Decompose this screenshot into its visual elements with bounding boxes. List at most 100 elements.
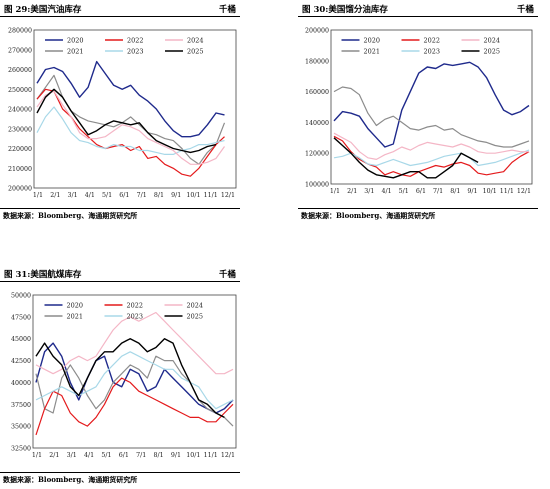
x-tick-label: 5/1: [101, 452, 111, 459]
y-tick-label: 35000: [11, 424, 31, 431]
x-tick-label: 2/1: [49, 452, 59, 459]
legend-label-2025: 2025: [484, 48, 501, 56]
series-line-2023: [333, 149, 530, 167]
series-line-2022: [35, 377, 234, 436]
plot-frame: [32, 294, 237, 449]
plot-frame: [330, 29, 533, 185]
chart-panel-gasoline: 图 29:美国汽油库存 千桶 200000 210000 220000 230000 2…: [0, 0, 240, 228]
y-tick-label: 240000: [8, 107, 32, 114]
chart-header: 图 29:美国汽油库存 千桶: [0, 0, 240, 17]
chart-panel-distillate: 图 30:美国馏分油库存 千桶 100000 120000 140000 160000…: [298, 0, 538, 228]
chart-jetfuel: 32500 35000 37500 40000 42500 45000 47500 50000…: [11, 293, 237, 459]
y-tick-label: 32500: [11, 446, 31, 453]
series-line-2024: [36, 90, 225, 165]
x-tick-label: 6/1: [416, 188, 426, 195]
x-tick-label: 5/1: [102, 192, 112, 199]
series-line-2023: [36, 106, 225, 155]
x-tick-label: 3/1: [364, 188, 374, 195]
legend-label-2020: 2020: [67, 302, 84, 310]
legend-label-2020: 2020: [67, 37, 84, 45]
y-tick-label: 200000: [305, 28, 329, 35]
x-tick-label: 12/1: [221, 452, 235, 459]
series-line-2025: [36, 88, 217, 154]
series-line-2024: [333, 132, 529, 160]
y-tick-label: 120000: [305, 151, 329, 158]
chart-panel-jetfuel: 图 31:美国航煤库存 千桶 32500 35000 37500 40000 42500…: [0, 265, 240, 489]
chart-unit: 千桶: [218, 5, 236, 15]
chart-unit: 千桶: [218, 270, 236, 280]
y-tick-label: 210000: [8, 166, 32, 173]
x-tick-label: 10/1: [186, 452, 200, 459]
x-tick-label: 9/1: [467, 188, 477, 195]
x-tick-label: 2/1: [50, 192, 60, 199]
x-tick-label: 12/1: [517, 188, 531, 195]
legend-label-2023: 2023: [127, 313, 144, 321]
y-tick-label: 140000: [305, 120, 329, 127]
x-tick-label: 1/1: [32, 452, 42, 459]
chart-source: 数据来源：Bloomberg、海通期货研究所: [0, 208, 240, 221]
x-tick-label: 11/1: [500, 188, 514, 195]
x-tick-label: 10/1: [483, 188, 497, 195]
x-tick-label: 3/1: [67, 452, 77, 459]
legend-label-2022: 2022: [127, 302, 144, 310]
series-line-2025: [333, 137, 479, 179]
legend-label-2025: 2025: [187, 48, 204, 56]
legend-label-2020: 2020: [364, 37, 381, 45]
x-tick-label: 11/1: [204, 452, 218, 459]
legend-label-2023: 2023: [127, 48, 144, 56]
series-line-2021: [333, 86, 530, 148]
y-tick-label: 200000: [8, 186, 32, 193]
y-tick-label: 42500: [11, 358, 31, 365]
y-tick-label: 250000: [8, 87, 32, 94]
y-tick-label: 230000: [8, 126, 32, 133]
legend-label-2021: 2021: [67, 313, 84, 321]
y-tick-label: 260000: [8, 67, 32, 74]
x-tick-label: 4/1: [381, 188, 391, 195]
legend-label-2023: 2023: [424, 48, 441, 56]
y-tick-label: 37500: [11, 402, 31, 409]
y-tick-label: 40000: [11, 380, 31, 387]
x-tick-label: 7/1: [433, 188, 443, 195]
y-tick-label: 270000: [8, 47, 32, 54]
series-line-2022: [36, 88, 225, 177]
x-tick-label: 2/1: [347, 188, 357, 195]
series-line-2020: [36, 60, 225, 138]
x-tick-label: 5/1: [399, 188, 409, 195]
series-line-2022: [333, 135, 530, 177]
legend-label-2024: 2024: [484, 37, 501, 45]
chart-source: 数据来源：Bloomberg、海通期货研究所: [0, 472, 240, 485]
x-tick-label: 9/1: [171, 452, 181, 459]
chart-header: 图 30:美国馏分油库存 千桶: [298, 0, 538, 17]
x-tick-label: 4/1: [84, 452, 94, 459]
series-line-2023: [35, 351, 234, 410]
legend-label-2021: 2021: [364, 48, 381, 56]
x-tick-label: 6/1: [119, 452, 129, 459]
chart-unit: 千桶: [516, 5, 534, 15]
series-line-2024: [35, 311, 234, 375]
x-tick-label: 8/1: [450, 188, 460, 195]
x-tick-label: 12/1: [221, 192, 235, 199]
x-tick-label: 1/1: [33, 192, 43, 199]
x-tick-label: 9/1: [171, 192, 181, 199]
x-tick-label: 11/1: [204, 192, 218, 199]
chart-title: 图 31:美国航煤库存: [4, 270, 82, 280]
y-tick-label: 220000: [8, 146, 32, 153]
y-tick-label: 45000: [11, 336, 31, 343]
y-tick-label: 180000: [305, 58, 329, 65]
x-tick-label: 10/1: [186, 192, 200, 199]
x-tick-label: 7/1: [136, 452, 146, 459]
y-tick-label: 100000: [305, 182, 329, 189]
x-tick-label: 3/1: [67, 192, 77, 199]
x-tick-label: 7/1: [137, 192, 147, 199]
chart-header: 图 31:美国航煤库存 千桶: [0, 265, 240, 282]
legend-label-2022: 2022: [424, 37, 441, 45]
y-tick-label: 47500: [11, 314, 31, 321]
chart-distillate: 100000 120000 140000 160000 180000 200000 1/1 2…: [305, 28, 533, 195]
x-tick-label: 8/1: [153, 452, 163, 459]
x-tick-label: 4/1: [85, 192, 95, 199]
legend-label-2025: 2025: [187, 313, 204, 321]
legend-label-2022: 2022: [127, 37, 144, 45]
y-tick-label: 280000: [8, 28, 32, 35]
x-tick-label: 8/1: [154, 192, 164, 199]
y-tick-label: 50000: [11, 293, 31, 300]
